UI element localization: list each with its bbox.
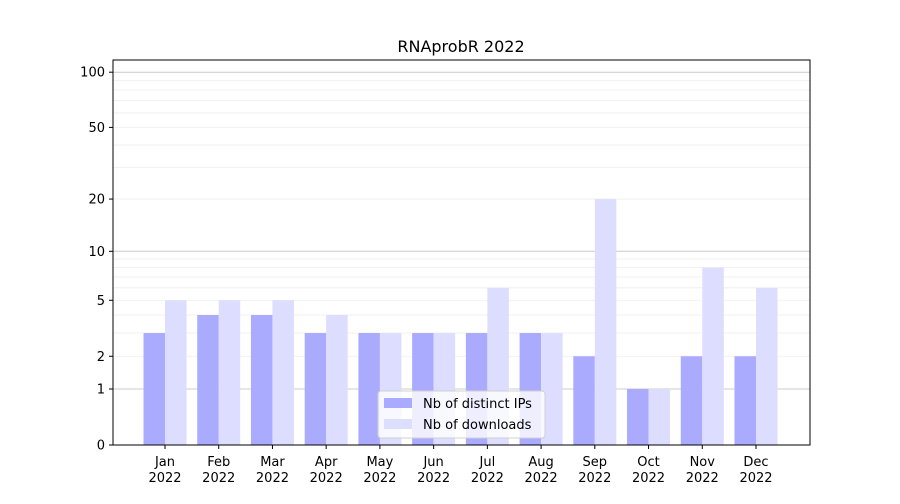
x-tick-label: Oct 2022: [632, 455, 665, 486]
y-tick-label: 50: [88, 121, 105, 136]
x-tick-label: Jun 2022: [417, 455, 450, 486]
x-tick-label: Nov 2022: [686, 455, 719, 486]
bar-downloads: [218, 300, 241, 445]
x-tick-label-line: Aug: [528, 455, 553, 470]
bar-downloads: [272, 300, 294, 445]
gridlines: [113, 71, 810, 390]
bar-downloads: [326, 314, 348, 445]
bar-distinct-ips: [197, 314, 219, 445]
chart-title: RNAprobR 2022: [397, 37, 524, 56]
x-tick-label-line: 2022: [363, 471, 396, 486]
x-tick-label-line: Mar: [260, 455, 285, 470]
x-tick-label-line: 2022: [739, 471, 772, 486]
x-tick-label-line: Nov: [690, 455, 716, 470]
y-tick-label: 2: [97, 350, 105, 365]
x-tick-label-line: Feb: [207, 455, 230, 470]
x-tick-label: Jan 2022: [148, 455, 181, 486]
x-tick-label-line: 2022: [525, 471, 558, 486]
y-tick-label: 0: [97, 439, 105, 454]
legend-label: Nb of downloads: [423, 418, 532, 433]
x-tick-label-line: Jun: [422, 455, 443, 470]
x-tick-label-line: 2022: [148, 471, 181, 486]
y-tick-label: 100: [80, 66, 105, 81]
bar-distinct-ips: [680, 356, 703, 445]
bar-distinct-ips: [304, 333, 327, 445]
x-tick-label-line: Sep: [583, 455, 608, 470]
bar-distinct-ips: [143, 333, 165, 445]
y-tick-label: 5: [97, 294, 105, 309]
x-tick-label-line: 2022: [632, 471, 665, 486]
y-tick-label: 20: [88, 193, 105, 208]
bar-distinct-ips: [627, 389, 649, 445]
x-tick-label-line: Dec: [743, 455, 768, 470]
x-tick-label: Mar 2022: [256, 455, 289, 486]
bar-downloads: [541, 333, 563, 445]
x-tick-label: Feb 2022: [202, 455, 235, 486]
x-tick-label-line: Jan: [154, 455, 175, 470]
bar-distinct-ips: [734, 356, 756, 445]
y-tick-label: 10: [88, 245, 105, 260]
legend-box: [377, 390, 546, 439]
x-tick-label: Dec 2022: [739, 455, 772, 486]
bar-downloads: [594, 199, 617, 445]
bar-downloads: [165, 300, 187, 445]
plot-frame: [112, 59, 811, 446]
legend-swatch: [384, 398, 412, 408]
x-tick-label-line: Oct: [637, 455, 659, 470]
x-tick-label-line: Apr: [315, 455, 338, 470]
x-tick-label-line: 2022: [202, 471, 235, 486]
x-tick-label-line: 2022: [686, 471, 719, 486]
x-tick-label-line: 2022: [578, 471, 611, 486]
bar-downloads: [648, 389, 671, 445]
bar-downloads: [702, 267, 724, 445]
bar-distinct-ips: [250, 314, 273, 445]
bar-distinct-ips: [358, 333, 380, 445]
y-tick-label: 1: [97, 383, 105, 398]
y-axis: 0 1 2 5 10 20 50 100: [80, 66, 113, 454]
x-tick-label-line: Jul: [479, 455, 496, 470]
x-tick-label: May 2022: [363, 455, 396, 486]
x-tick-label: Sep 2022: [578, 455, 611, 486]
x-tick-label: Aug 2022: [525, 455, 558, 486]
x-tick-label: Jul 2022: [471, 455, 504, 486]
bar-distinct-ips: [573, 356, 595, 445]
x-tick-label-line: 2022: [471, 471, 504, 486]
x-tick-label-line: May: [366, 455, 393, 470]
legend: Nb of distinct IPs Nb of downloads: [377, 390, 546, 439]
x-tick-label-line: 2022: [417, 471, 450, 486]
x-tick-label-line: 2022: [310, 471, 343, 486]
legend-swatch: [384, 419, 412, 429]
bar-downloads: [756, 287, 778, 445]
x-tick-label: Apr 2022: [310, 455, 343, 486]
legend-label: Nb of distinct IPs: [423, 397, 532, 412]
x-tick-label-line: 2022: [256, 471, 289, 486]
